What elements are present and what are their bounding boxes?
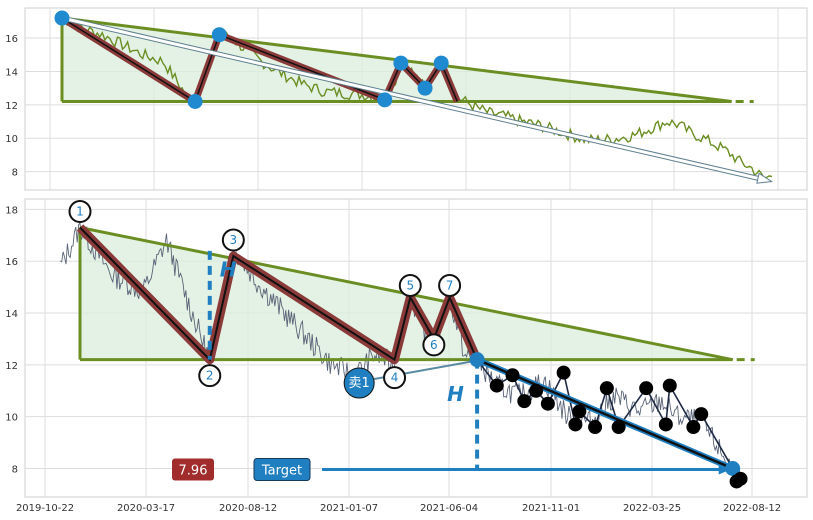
bottom-y-tick-label: 12 (5, 361, 18, 372)
wave-point-label: 1 (76, 205, 84, 219)
top-projection-arrow-inner (61, 16, 759, 180)
top-pivot-dot (377, 92, 393, 108)
wave-point-label: 5 (406, 278, 414, 292)
top-pivot-dot (393, 55, 409, 71)
zigzag-dot (489, 378, 504, 393)
top-y-tick-label: 8 (12, 168, 18, 179)
zigzag-dot (568, 417, 583, 432)
zigzag-dot (611, 420, 626, 435)
target-trend-line (476, 358, 734, 470)
target-label-box: Target (253, 458, 311, 482)
top-y-tick-label: 16 (5, 34, 18, 45)
zigzag-dot (599, 381, 614, 396)
target-end-dot (725, 460, 741, 476)
zigzag-dot (540, 396, 555, 411)
zigzag-dot (572, 404, 587, 419)
wave-point-circles: 1 2 3 4 5 6 7 (68, 200, 462, 390)
bottom-y-tick-label: 18 (5, 205, 18, 216)
end-dots (725, 460, 748, 489)
zigzag-dot (505, 368, 520, 383)
top-projection-arrowhead (756, 172, 774, 184)
top-y-tick-label: 14 (5, 67, 18, 78)
wave-point-label: 7 (446, 278, 454, 292)
top-pivot-dot (211, 27, 227, 43)
bottom-x-tick-label: 2021-01-07 (320, 503, 378, 514)
wave-point-label: 3 (230, 233, 238, 247)
target-label-text: Target (261, 464, 302, 479)
top-pivot-dot (433, 55, 449, 71)
bottom-x-tick-label: 2020-03-17 (117, 503, 175, 514)
zigzag-dot (517, 394, 532, 409)
wave-point-label: 6 (430, 338, 438, 352)
wave-point-circle (383, 366, 407, 390)
zigzag-dots (489, 365, 709, 435)
target-value-box-bg (172, 458, 214, 481)
top-pivot-dot (54, 10, 70, 26)
end-black-dot (733, 471, 748, 486)
bottom-wave-core (79, 226, 479, 362)
sell-signal-label: 卖1 (349, 376, 370, 391)
target-label-box-bg (253, 458, 311, 482)
zigzag-dot (686, 420, 701, 435)
zigzag-dot (639, 381, 654, 396)
wave-point-circle (398, 273, 422, 297)
top-pivot-dot (417, 80, 433, 96)
bottom-x-tick-label: 2020-08-12 (219, 503, 277, 514)
breakout-dot (469, 352, 485, 368)
wave-point-circle (68, 200, 92, 224)
bottom-x-tick-label: 2022-03-25 (623, 503, 681, 514)
top-y-ticks: 8 10 12 14 16 (5, 34, 18, 179)
height-label-upper: H (220, 258, 237, 282)
bottom-x-ticks: 2019-10-22 2020-03-17 2020-08-12 2021-01-07… (16, 503, 781, 514)
bottom-x-tick-label: 2022-08-12 (723, 503, 781, 514)
zigzag-dot (662, 378, 677, 393)
top-pivot-dot (187, 94, 203, 110)
top-y-tick-label: 10 (5, 134, 18, 145)
zigzag-dot (658, 417, 673, 432)
bottom-y-tick-label: 14 (5, 309, 18, 320)
top-y-tick-label: 12 (5, 101, 18, 112)
top-panel: 8 10 12 14 16 (5, 7, 808, 191)
wave-point-label: 4 (391, 371, 399, 385)
wave-point-circle (438, 273, 462, 297)
wave-point-circle (422, 333, 446, 357)
zigzag-dot (556, 365, 571, 380)
zigzag-dot (694, 407, 709, 422)
bottom-y-tick-label: 16 (5, 257, 18, 268)
sell-signal-circle (343, 367, 375, 399)
target-arrowhead (718, 464, 731, 475)
breakout-marker: 卖1 (343, 352, 485, 399)
target-value-text: 7.96 (179, 464, 208, 479)
bottom-y-tick-label: 10 (5, 413, 18, 424)
bottom-x-tick-label: 2021-11-01 (522, 503, 580, 514)
height-label-lower: H (447, 382, 464, 406)
wave-point-circle (221, 228, 245, 252)
zigzag-dot (588, 420, 603, 435)
wave-point-label: 2 (206, 369, 214, 383)
wave-point-circle (198, 364, 222, 388)
bottom-y-tick-label: 8 (12, 464, 18, 475)
bottom-x-tick-label: 2021-06-04 (420, 503, 478, 514)
target-value-box: 7.96 (172, 458, 214, 481)
bottom-x-tick-label: 2019-10-22 (16, 503, 74, 514)
zigzag-dot (529, 383, 544, 398)
top-pivot-dots (54, 10, 449, 110)
bottom-y-ticks: 8 10 12 14 16 18 (5, 205, 18, 475)
